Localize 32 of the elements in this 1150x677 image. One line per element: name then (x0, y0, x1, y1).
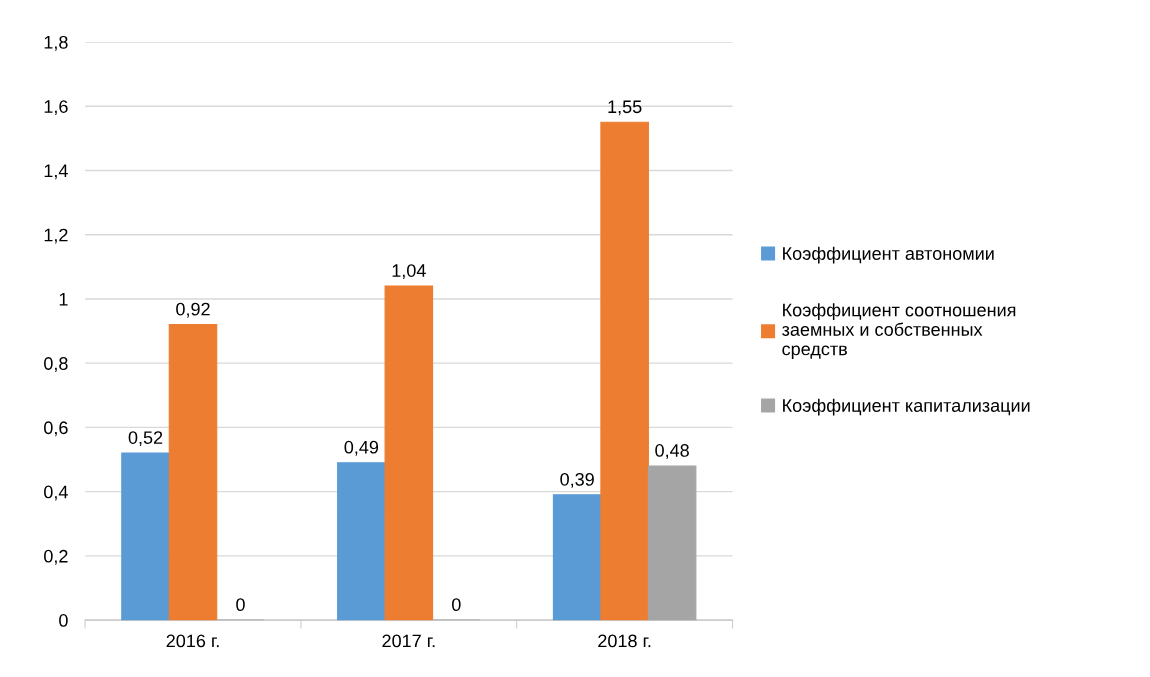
y-tick-label: 0,2 (44, 549, 68, 565)
bar (168, 324, 218, 621)
x-tick-label: 2018 г. (598, 634, 651, 648)
y-tick-label: 0,4 (44, 485, 68, 501)
data-label: 0,92 (176, 302, 210, 318)
bar (337, 462, 386, 621)
data-label: 1,04 (392, 264, 426, 280)
data-label: 1,55 (608, 100, 642, 116)
data-label: 0,49 (344, 440, 379, 456)
data-label: 0 (451, 598, 461, 612)
data-label: 0,39 (560, 472, 594, 488)
y-tick-label: 1 (59, 293, 68, 306)
bar (121, 452, 170, 621)
legend-label: Коэффициент капитализации (783, 398, 1030, 416)
y-tick-label: 0,6 (44, 421, 68, 437)
data-label: 0,52 (128, 431, 163, 447)
y-tick-label: 0,8 (44, 357, 68, 373)
bar (552, 494, 602, 621)
data-label: 0 (236, 598, 245, 612)
y-tick-label: 1,6 (44, 100, 68, 116)
legend-label: Коэффициент соотношения заемных и собственных средств (782, 303, 1016, 359)
y-tick-label: 1,4 (44, 164, 68, 180)
legend-label: Коэффициент автономии (783, 246, 994, 264)
bar (647, 465, 697, 621)
x-tick-label: 2016 г. (166, 634, 219, 648)
bar (384, 285, 434, 621)
y-tick-label: 1,2 (44, 228, 68, 244)
y-tick-label: 1,8 (44, 35, 68, 51)
bar (600, 121, 649, 621)
y-tick-label: 0 (59, 614, 68, 627)
data-label: 0,48 (655, 444, 689, 459)
x-tick-label: 2017 г. (382, 634, 435, 648)
